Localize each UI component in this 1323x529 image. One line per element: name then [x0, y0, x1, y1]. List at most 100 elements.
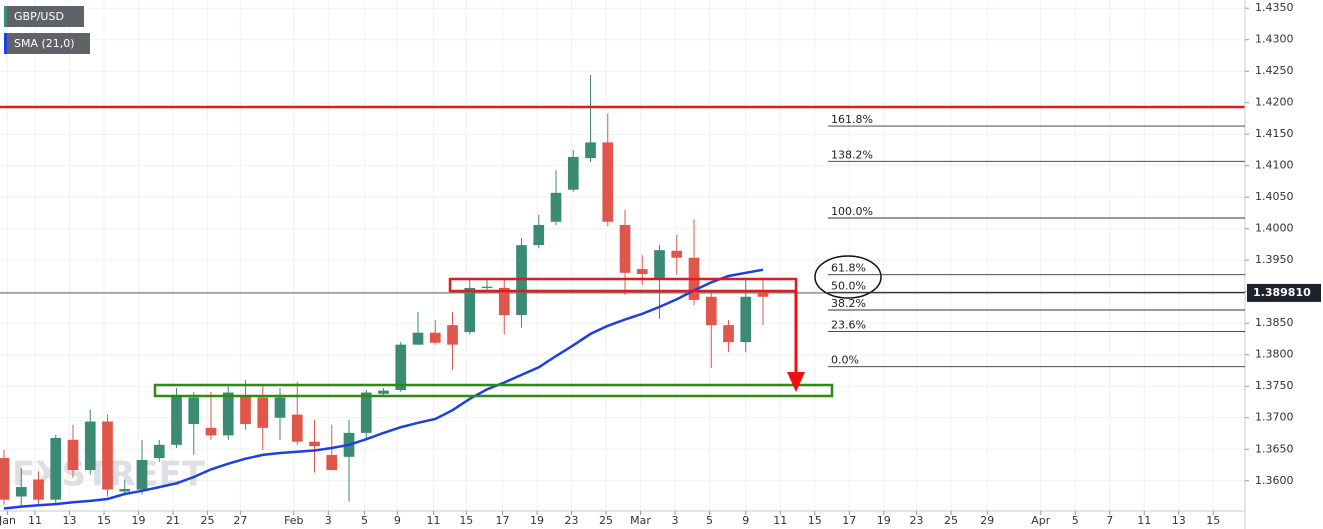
- candle-body: [222, 392, 234, 436]
- candle-body: [429, 332, 441, 343]
- candle-body: [412, 332, 424, 345]
- candle-body: [723, 325, 734, 343]
- candle-body: [291, 414, 303, 442]
- x-tick-label: 3: [325, 514, 332, 527]
- x-tick-label: 29: [980, 514, 994, 527]
- x-tick-label: Feb: [284, 514, 303, 527]
- candle-body: [67, 439, 79, 471]
- green-zone: [153, 383, 834, 398]
- grid: [0, 0, 1245, 511]
- x-tick-label: 5: [1072, 514, 1079, 527]
- y-tick-label: 1.3950: [1255, 253, 1294, 266]
- x-tick-label: Apr: [1031, 514, 1051, 527]
- x-tick-label: 17: [496, 514, 510, 527]
- fib-label: 100.0%: [831, 205, 873, 218]
- candle-body: [654, 250, 665, 280]
- last-price-label: 1.389810: [1253, 286, 1311, 299]
- candle-body: [15, 487, 27, 497]
- candle-body: [585, 142, 596, 159]
- x-tick-label: 7: [1106, 514, 1113, 527]
- legend-swatch: [4, 33, 7, 54]
- y-tick-label: 1.4250: [1255, 64, 1294, 77]
- x-tick-label: 25: [944, 514, 958, 527]
- candle-body: [274, 397, 286, 418]
- candle-body: [33, 479, 44, 500]
- legend-swatch: [4, 6, 7, 27]
- candle-body: [671, 250, 683, 258]
- candle-body: [102, 421, 113, 490]
- x-tick-label: 15: [97, 514, 111, 527]
- arrow-head: [787, 372, 805, 392]
- y-tick-label: 1.4300: [1255, 33, 1294, 46]
- x-tick-label: 21: [166, 514, 180, 527]
- x-tick-label: 19: [530, 514, 544, 527]
- circle-highlight: [814, 255, 882, 299]
- candle-body: [740, 296, 752, 343]
- y-tick-label: 1.3600: [1255, 474, 1294, 487]
- candle-body: [153, 444, 165, 459]
- candle-body: [481, 286, 493, 288]
- candle-body: [378, 390, 389, 394]
- fib-label: 38.2%: [831, 297, 866, 310]
- candle-body: [309, 441, 320, 447]
- candle-body: [602, 142, 614, 222]
- last-price-tag: [1247, 283, 1321, 302]
- y-tick-label: 1.3800: [1255, 348, 1294, 361]
- legend-label: SMA (21,0): [14, 37, 75, 50]
- x-tick-label: 17: [842, 514, 856, 527]
- fib-label: 23.6%: [831, 318, 866, 331]
- y-tick-label: 1.4000: [1255, 222, 1294, 235]
- x-tick-label: 23: [565, 514, 579, 527]
- candle-body: [757, 291, 769, 297]
- candle-body: [447, 325, 458, 345]
- x-tick-label: 11: [28, 514, 42, 527]
- x-tick-label: 15: [459, 514, 473, 527]
- y-tick-label: 1.3750: [1255, 379, 1294, 392]
- fib-label: 161.8%: [831, 113, 873, 126]
- x-tick-label: 25: [201, 514, 215, 527]
- x-tick-label: 15: [1206, 514, 1220, 527]
- legend-box: [4, 33, 90, 54]
- x-tick-label: 13: [1172, 514, 1186, 527]
- y-tick-label: 1.4100: [1255, 159, 1294, 172]
- x-tick-label: 19: [877, 514, 891, 527]
- candle-body: [533, 224, 545, 246]
- x-tick-label: Jan: [0, 514, 16, 527]
- candle-body: [705, 296, 717, 326]
- candle-body: [619, 224, 631, 273]
- x-tick-label: 11: [773, 514, 787, 527]
- y-tick-label: 1.3700: [1255, 411, 1294, 424]
- fib-label: 50.0%: [831, 279, 866, 292]
- x-tick-label: 9: [394, 514, 401, 527]
- candle-body: [360, 392, 372, 433]
- x-tick-label: Mar: [630, 514, 651, 527]
- x-tick-label: 15: [808, 514, 822, 527]
- y-tick-label: 1.3650: [1255, 442, 1294, 455]
- candle-body: [119, 488, 131, 492]
- legend: GBP/USD SMA (21,0): [4, 6, 90, 54]
- candle-body: [171, 395, 182, 445]
- candle-body: [240, 395, 251, 425]
- y-tick-label: 1.4200: [1255, 96, 1294, 109]
- legend-label: GBP/USD: [14, 10, 64, 23]
- candle-body: [550, 192, 562, 222]
- sma-line: [3, 268, 764, 510]
- candle-body: [326, 454, 338, 471]
- candle-body: [636, 269, 648, 275]
- x-tick-label: 13: [63, 514, 77, 527]
- y-tick-label: 1.4150: [1255, 127, 1294, 140]
- x-tick-label: 23: [910, 514, 924, 527]
- y-tick-label: 1.3850: [1255, 316, 1294, 329]
- x-tick-label: 11: [1137, 514, 1151, 527]
- candle-body: [395, 344, 407, 391]
- legend-box: [4, 6, 84, 27]
- x-tick-label: 3: [672, 514, 679, 527]
- x-tick-label: 5: [361, 514, 368, 527]
- candle-body: [257, 397, 269, 428]
- candle-body: [567, 156, 579, 190]
- x-tick-label: 19: [132, 514, 146, 527]
- candle-body: [498, 287, 510, 316]
- fib-label: 61.8%: [831, 262, 866, 275]
- candle-body: [136, 459, 148, 490]
- candle-body: [84, 421, 96, 471]
